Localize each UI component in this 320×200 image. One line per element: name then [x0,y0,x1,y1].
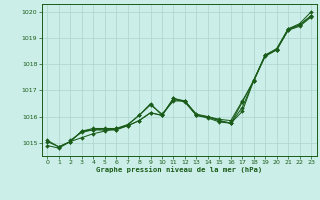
X-axis label: Graphe pression niveau de la mer (hPa): Graphe pression niveau de la mer (hPa) [96,167,262,173]
